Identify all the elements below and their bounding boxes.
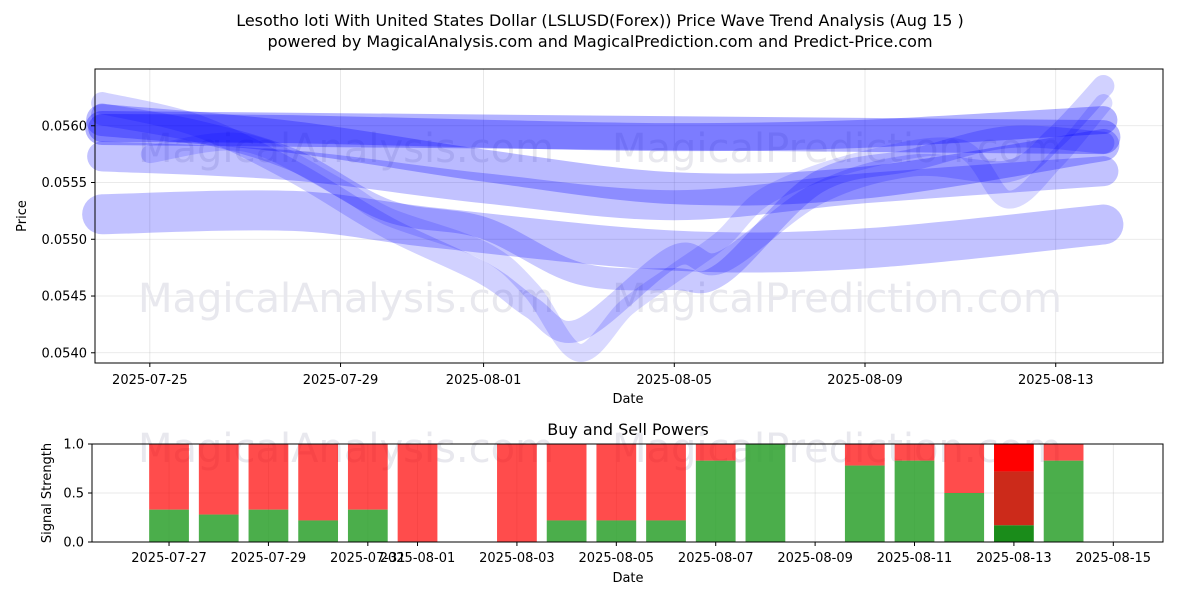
- bars-x-label: Date: [612, 571, 643, 586]
- price-y-ticks: 0.0540 0.0545 0.0550 0.0555 0.0560: [42, 119, 95, 361]
- price-y-tick-label: 0.0560: [42, 119, 88, 134]
- wave-series-line: [86, 104, 1120, 206]
- sell-power-bar: [596, 444, 637, 521]
- price-y-tick-label: 0.0555: [42, 176, 88, 191]
- watermark-analysis-top: MagicalAnalysis.com: [138, 126, 554, 172]
- sell-power-bar: [546, 444, 587, 521]
- buy-power-bar: [347, 509, 388, 542]
- sell-power-bar: [1043, 444, 1084, 461]
- chart-subtitle: powered by MagicalAnalysis.com and Magic…: [267, 32, 932, 51]
- bars-x-tick-label: 2025-08-05: [579, 551, 655, 566]
- price-grid: [95, 69, 1163, 363]
- price-x-tick-label: 2025-08-01: [446, 373, 522, 388]
- sell-power-bar: [646, 444, 686, 521]
- mixed-power-bar: [994, 471, 1034, 526]
- watermark-prediction-top: MagicalPrediction.com: [612, 126, 1062, 172]
- bars-x-ticks: 2025-07-27 2025-07-29 2025-07-312025-08-01…: [131, 542, 1151, 566]
- sell-power-bar: [844, 444, 885, 466]
- bars-x-tick-label: 2025-07-27: [131, 551, 207, 566]
- sell-power-bar: [497, 444, 537, 542]
- bars-y-ticks: 0.0 0.5 1.0: [63, 438, 92, 551]
- buy-power-bar: [944, 493, 985, 542]
- bars-y-label: Signal Strength: [40, 443, 55, 543]
- bars-x-tick-label: 2025-08-01: [380, 551, 456, 566]
- chart-title: Lesotho loti With United States Dollar (…: [236, 11, 964, 30]
- bars-x-tick-label: 2025-08-09: [777, 551, 853, 566]
- buy-power-bar: [994, 525, 1034, 542]
- bars-x-tick-label: 2025-08-03: [479, 551, 555, 566]
- bars-x-tick-label: 2025-08-15: [1076, 551, 1152, 566]
- sell-power-bar: [198, 444, 239, 515]
- watermark-prediction-bottom: MagicalPrediction.com: [612, 426, 1062, 472]
- sell-power-bar: [695, 444, 736, 461]
- bars-x-tick-label: 2025-07-31: [330, 551, 406, 566]
- bars-y-tick-label: 0.0: [63, 536, 84, 551]
- price-x-tick-label: 2025-08-13: [1018, 373, 1094, 388]
- buy-power-bar: [546, 520, 587, 542]
- buy-power-bar: [695, 460, 736, 542]
- buy-power-bar: [745, 444, 786, 542]
- sell-power-bar: [944, 444, 985, 493]
- buy-power-bar: [646, 520, 686, 542]
- bars-x-tick-label: 2025-07-29: [231, 551, 307, 566]
- price-axes-frame: [94, 68, 1164, 364]
- buy-power-bar: [596, 520, 637, 542]
- bars-x-tick-label: 2025-08-11: [877, 551, 953, 566]
- price-y-tick-label: 0.0540: [42, 346, 88, 361]
- buy-power-bar: [149, 509, 189, 542]
- sell-power-bar: [248, 444, 289, 510]
- price-waves: [82, 75, 1124, 362]
- price-x-tick-label: 2025-08-09: [827, 373, 903, 388]
- wave-series-line: [82, 190, 1124, 273]
- buy-power-bar: [248, 509, 289, 542]
- sell-power-bar: [298, 444, 339, 521]
- sell-power-bar: [149, 444, 189, 510]
- wave-series-line: [88, 106, 1118, 152]
- watermark-prediction-mid: MagicalPrediction.com: [612, 276, 1062, 322]
- wave-series-line: [91, 75, 1115, 343]
- wave-series-line: [85, 111, 1121, 155]
- price-x-tick-label: 2025-07-25: [112, 373, 188, 388]
- price-y-label: Price: [15, 200, 30, 232]
- buy-power-bar: [844, 465, 885, 542]
- price-y-tick-label: 0.0550: [42, 233, 88, 248]
- buy-power-bar: [1043, 460, 1084, 542]
- price-y-tick-label: 0.0545: [42, 290, 88, 305]
- price-x-tick-label: 2025-07-29: [303, 373, 379, 388]
- buy-power-bar: [298, 520, 339, 542]
- bars-x-tick-label: 2025-08-07: [678, 551, 754, 566]
- price-watermarks: MagicalAnalysis.com MagicalPrediction.co…: [138, 126, 1062, 322]
- watermark-analysis-mid: MagicalAnalysis.com: [138, 276, 554, 322]
- price-x-tick-label: 2025-08-05: [637, 373, 713, 388]
- wave-series-line: [140, 94, 1113, 362]
- sell-power-bar: [347, 444, 388, 510]
- bars-y-tick-label: 0.5: [63, 487, 84, 502]
- buy-power-bar: [894, 460, 935, 542]
- sell-power-bar: [994, 444, 1034, 472]
- sell-power-bar: [894, 444, 935, 461]
- sell-power-bar: [397, 444, 438, 542]
- bars-x-tick-label: 2025-08-13: [976, 551, 1052, 566]
- bars-title: Buy and Sell Powers: [547, 420, 709, 439]
- signal-bars: [149, 444, 1084, 542]
- wave-series-line: [87, 141, 1119, 221]
- buy-power-bar: [198, 514, 239, 542]
- wave-series-line: [91, 103, 1115, 294]
- bars-y-tick-label: 1.0: [63, 438, 84, 453]
- price-x-label: Date: [612, 392, 643, 407]
- price-x-ticks: 2025-07-25 2025-07-29 2025-08-01 2025-08-05…: [112, 363, 1094, 388]
